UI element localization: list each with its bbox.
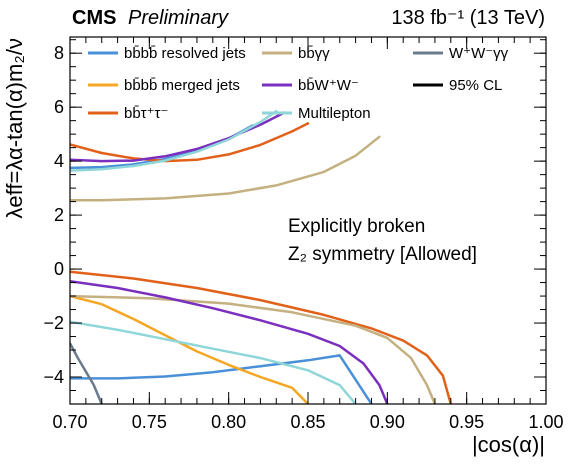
- annotation-line-1: Explicitly broken: [288, 216, 425, 237]
- experiment-name: CMS: [72, 7, 116, 29]
- status-label: Preliminary: [128, 7, 229, 29]
- y-tick-label: 0: [54, 259, 64, 279]
- y-tick-label: 2: [54, 205, 64, 225]
- ticks-layer: 0.70 0.75 0.80 0.85 0.90 0.95 1.00 −4 −2 0 2 4 6 8: [43, 37, 564, 432]
- x-tick-label: 0.80: [211, 412, 246, 432]
- series-line-3-segment-0: [70, 135, 381, 202]
- series-line-5-segment-0: [70, 109, 278, 172]
- legend-label-cl: 95% CL: [449, 77, 502, 94]
- luminosity-label: 138 fb⁻¹ (13 TeV): [391, 7, 545, 29]
- series-layer: [70, 109, 453, 404]
- legend-label-6: W⁺W⁻γγ: [449, 45, 509, 62]
- series-line-2-segment-1: [70, 270, 453, 404]
- y-tick-label: −2: [43, 313, 64, 333]
- x-tick-label: 0.70: [52, 412, 87, 432]
- legend-label-3: bb̄γγ: [298, 45, 330, 62]
- y-tick-label: 8: [54, 43, 64, 63]
- series-line-6-segment-0: [70, 342, 103, 404]
- legend: bb̄bb̄ resolved jets bb̄bb̄ merged jets bb…: [88, 45, 509, 122]
- x-tick-label: 0.85: [290, 412, 325, 432]
- y-axis-title: λeff=λα-tan(α)m₂/ν: [2, 38, 27, 219]
- series-line-4-segment-0: [70, 111, 286, 163]
- series-line-5-segment-1: [70, 320, 357, 404]
- cms-label: CMS Preliminary: [72, 7, 229, 29]
- y-tick-label: 4: [54, 151, 64, 171]
- legend-label-5: Multilepton: [298, 105, 371, 122]
- x-axis-title: |cos(α)|: [472, 432, 545, 457]
- x-tick-label: 0.90: [370, 412, 405, 432]
- annotation-line-2: Z₂ symmetry [Allowed]: [288, 244, 477, 265]
- legend-label-2: bb̄τ⁺τ⁻: [124, 105, 168, 122]
- x-tick-label: 1.00: [528, 412, 563, 432]
- y-tick-label: 6: [54, 97, 64, 117]
- legend-label-0: bb̄bb̄ resolved jets: [124, 45, 246, 62]
- legend-label-1: bb̄bb̄ merged jets: [124, 77, 240, 94]
- x-tick-label: 0.75: [132, 412, 167, 432]
- series-line-1-segment-0: [70, 294, 310, 404]
- series-line-2-segment-0: [70, 122, 310, 163]
- series-line-4-segment-1: [70, 279, 389, 404]
- x-tick-label: 0.95: [449, 412, 484, 432]
- y-tick-label: −4: [43, 367, 64, 387]
- legend-label-4: bb̄W⁺W⁻: [298, 77, 359, 94]
